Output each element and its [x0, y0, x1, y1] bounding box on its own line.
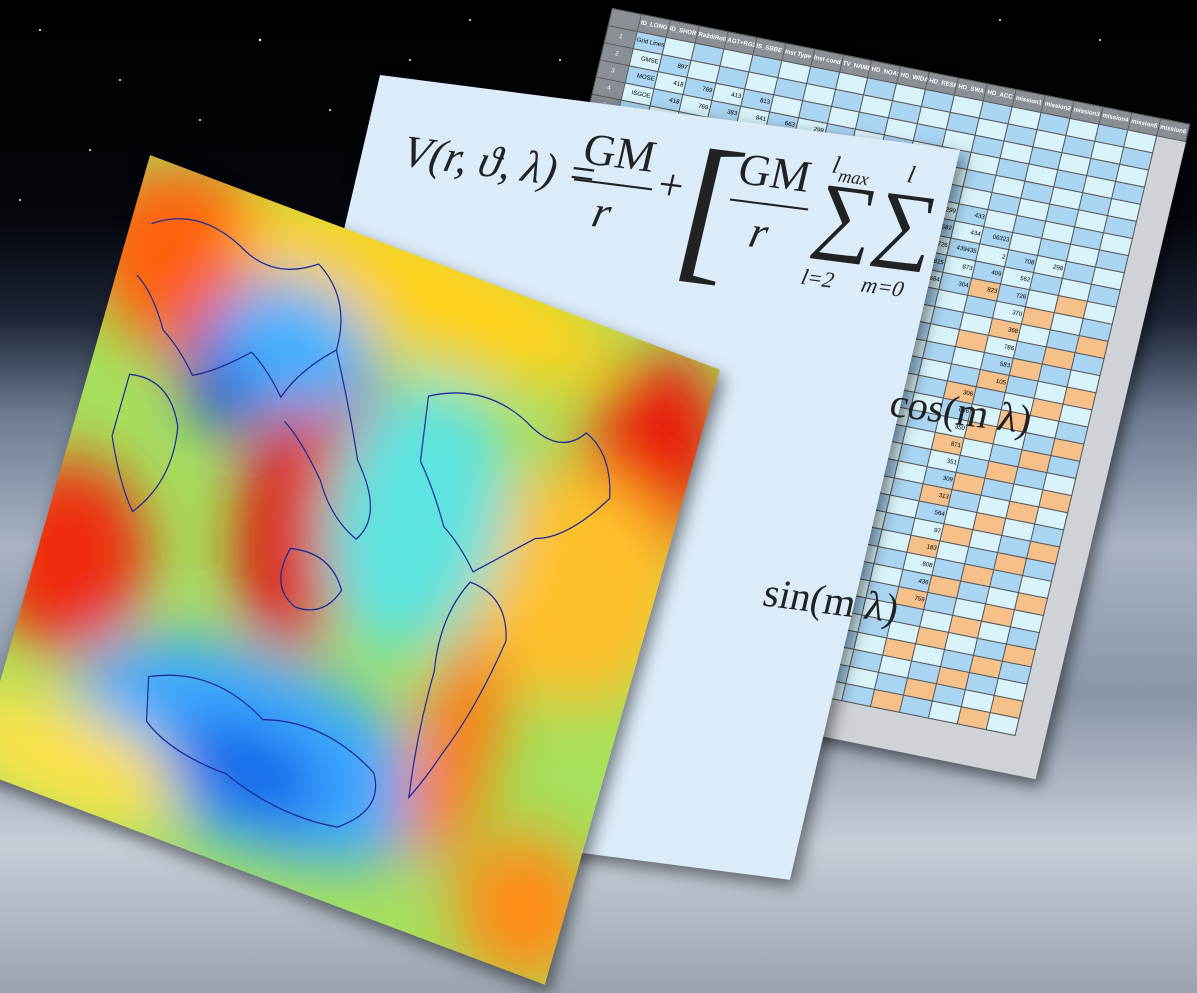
gm: GM: [733, 143, 817, 202]
gravity-map: [0, 155, 721, 985]
stars: [19, 19, 1101, 201]
gm: GM: [578, 123, 662, 182]
header-cell: mission6: [1156, 118, 1190, 142]
coastlines: [111, 218, 611, 828]
sum2-lower: m=0: [858, 271, 907, 302]
formula-lhs: V(r, ϑ, λ) =: [397, 126, 604, 201]
r: r: [744, 206, 774, 259]
sum-lower: l=2: [798, 263, 837, 293]
